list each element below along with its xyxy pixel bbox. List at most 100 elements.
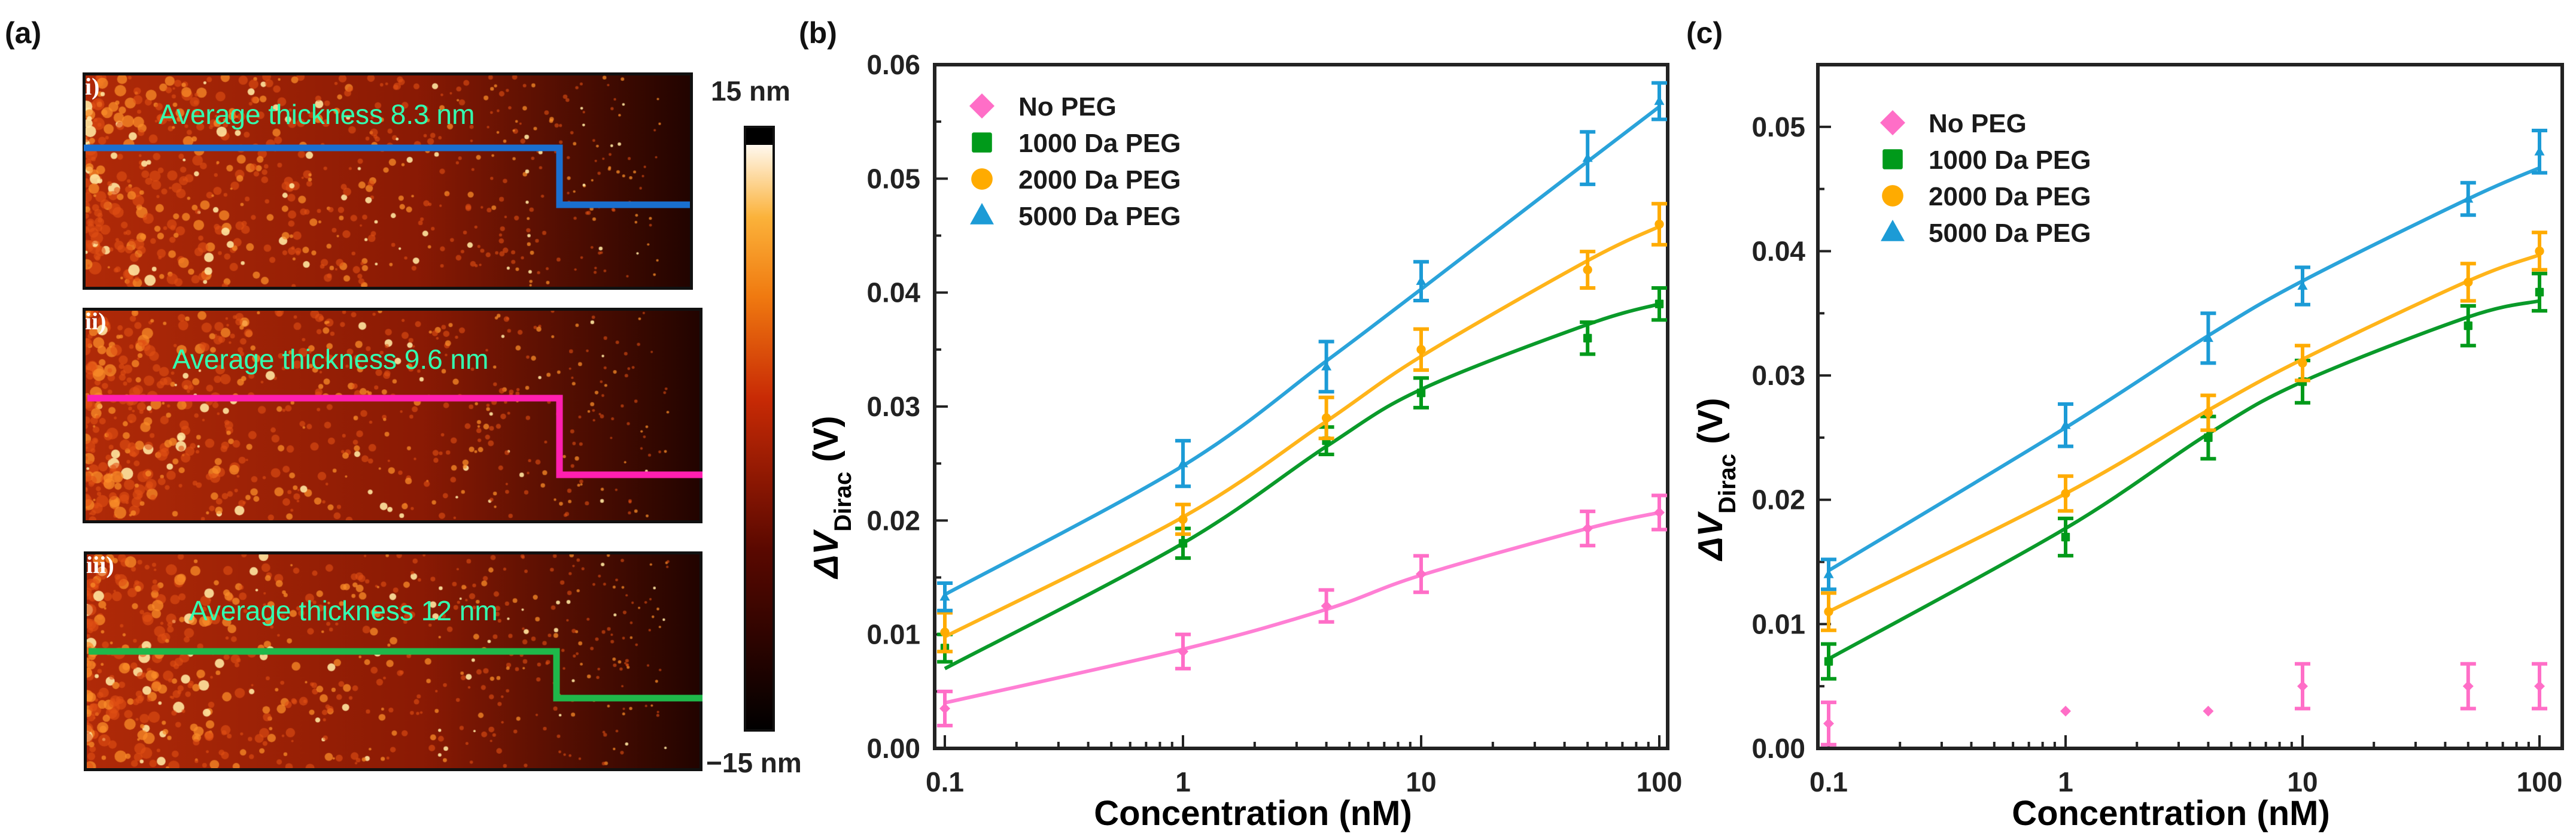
fit-curve bbox=[1827, 299, 2540, 661]
chart-c: 0.1 1 10 100 0.00 0.01 0.02 0.03 0.04 0.05 Concent… bbox=[1691, 63, 2564, 833]
data-point bbox=[1321, 361, 1332, 371]
legend-marker-triangle bbox=[970, 203, 994, 225]
x-tick-label: 0.1 bbox=[1809, 766, 1848, 797]
data-point bbox=[1654, 507, 1665, 518]
data-point bbox=[1824, 607, 1833, 617]
data-point bbox=[2462, 681, 2474, 692]
data-point bbox=[2061, 489, 2070, 498]
panel-label-b: (b) bbox=[799, 16, 837, 50]
data-point bbox=[939, 703, 950, 714]
panel-label-c: (c) bbox=[1686, 16, 1723, 50]
legend-label: 5000 Da PEG bbox=[1929, 219, 2091, 248]
series-no-peg bbox=[1821, 662, 2547, 747]
thickness-step-line bbox=[84, 144, 690, 208]
series-1000-da-peg bbox=[937, 286, 1667, 671]
data-point bbox=[1823, 569, 1834, 578]
data-point bbox=[1178, 539, 1188, 548]
y-tick-label: 0.03 bbox=[866, 391, 920, 422]
y-axis-title: ΔVDirac (V) bbox=[1691, 398, 1741, 561]
data-point bbox=[1823, 718, 1834, 729]
thickness-annotation: Average thickness 12 nm bbox=[189, 595, 498, 626]
data-point bbox=[2534, 146, 2545, 156]
y-tick-label: 0.04 bbox=[1751, 235, 1805, 266]
data-point bbox=[2204, 433, 2213, 442]
y-tick-label: 0.06 bbox=[866, 49, 920, 80]
y-axis-title-unit: (V) bbox=[807, 416, 846, 471]
legend-marker-square bbox=[972, 132, 992, 153]
data-point bbox=[2463, 193, 2474, 203]
y-axis-title: ΔVDirac (V) bbox=[807, 416, 856, 579]
data-point bbox=[1583, 265, 1592, 275]
y-axis-title-subscript: Dirac bbox=[830, 472, 856, 532]
y-tick-label: 0.00 bbox=[866, 733, 920, 764]
y-tick-label: 0.02 bbox=[866, 505, 920, 536]
data-point bbox=[2464, 321, 2472, 330]
legend-label: 5000 Da PEG bbox=[1018, 202, 1181, 231]
data-point bbox=[2297, 280, 2308, 290]
series-5000-da-peg bbox=[1821, 129, 2547, 592]
legend-label: 1000 Da PEG bbox=[1018, 129, 1181, 158]
y-axis-title-subscript: Dirac bbox=[1714, 454, 1741, 514]
colorbar-gradient bbox=[744, 126, 775, 732]
fit-curve bbox=[944, 302, 1660, 671]
data-point bbox=[2203, 408, 2213, 418]
series-2000-da-peg bbox=[1821, 231, 2547, 632]
data-point bbox=[2061, 532, 2070, 542]
y-tick-label: 0.04 bbox=[866, 277, 920, 308]
afm-overlay-iii: iii) Average thickness 12 nm bbox=[86, 551, 702, 702]
legend-marker-circle bbox=[1882, 185, 1903, 207]
data-point bbox=[1321, 601, 1332, 612]
y-tick-label: 0.05 bbox=[866, 163, 920, 194]
x-axis-title: Concentration (nM) bbox=[2012, 794, 2330, 833]
y-tick-label: 0.02 bbox=[1751, 484, 1805, 515]
data-point bbox=[1178, 646, 1188, 657]
fit-curve bbox=[944, 511, 1660, 705]
x-tick-label: 10 bbox=[1406, 766, 1436, 797]
data-point bbox=[1416, 345, 1426, 354]
data-point bbox=[940, 627, 950, 637]
data-point bbox=[2534, 681, 2545, 692]
thickness-annotation: Average thickness 9.6 nm bbox=[172, 344, 488, 375]
x-axis-title: Concentration (nM) bbox=[1094, 794, 1412, 833]
data-point bbox=[2060, 705, 2071, 717]
data-point bbox=[1655, 299, 1664, 308]
series-2000-da-peg bbox=[937, 202, 1667, 654]
data-point bbox=[2297, 681, 2308, 692]
y-tick-label: 0.01 bbox=[1751, 608, 1805, 639]
image-label: iii) bbox=[86, 551, 114, 578]
image-label: i) bbox=[85, 73, 99, 100]
legend-marker-triangle bbox=[1881, 220, 1905, 241]
data-point bbox=[1321, 413, 1331, 423]
series-1000-da-peg bbox=[1821, 271, 2547, 681]
fit-curve bbox=[1827, 253, 2541, 614]
colorbar-max-label: 15 nm bbox=[711, 75, 790, 107]
data-point bbox=[2298, 358, 2307, 368]
thickness-step-line bbox=[87, 395, 702, 478]
data-point bbox=[1416, 568, 1427, 580]
y-tick-label: 0.03 bbox=[1751, 360, 1805, 391]
data-point bbox=[1178, 514, 1188, 524]
x-tick-label: 1 bbox=[2058, 766, 2073, 797]
series-no-peg bbox=[937, 493, 1667, 727]
plot-frame bbox=[933, 63, 1669, 750]
data-point bbox=[2464, 277, 2473, 287]
x-tick-label: 100 bbox=[1637, 766, 1683, 797]
data-point bbox=[2535, 246, 2544, 256]
data-point bbox=[1655, 219, 1664, 229]
thickness-annotation: Average thickness 8.3 nm bbox=[159, 99, 475, 130]
x-tick-label: 1 bbox=[1175, 766, 1191, 797]
plot-frame bbox=[1816, 63, 2564, 750]
y-axis-title-unit: (V) bbox=[1691, 398, 1730, 453]
x-tick-label: 0.1 bbox=[926, 766, 964, 797]
colorbar-min-label: −15 nm bbox=[706, 747, 802, 778]
legend-marker-square bbox=[1882, 149, 1903, 169]
legend-marker-circle bbox=[971, 168, 993, 190]
y-tick-label: 0.05 bbox=[1751, 111, 1805, 142]
x-tick-label: 10 bbox=[2287, 766, 2318, 797]
chart-b: 0.1 1 10 100 0.00 0.01 0.02 0.03 0.04 0.05 0.06 Con… bbox=[807, 49, 1682, 833]
y-axis-title-main: ΔV bbox=[1691, 511, 1730, 562]
data-point bbox=[2060, 420, 2071, 429]
legend-label: No PEG bbox=[1929, 109, 2027, 138]
afm-image-i bbox=[83, 72, 693, 290]
